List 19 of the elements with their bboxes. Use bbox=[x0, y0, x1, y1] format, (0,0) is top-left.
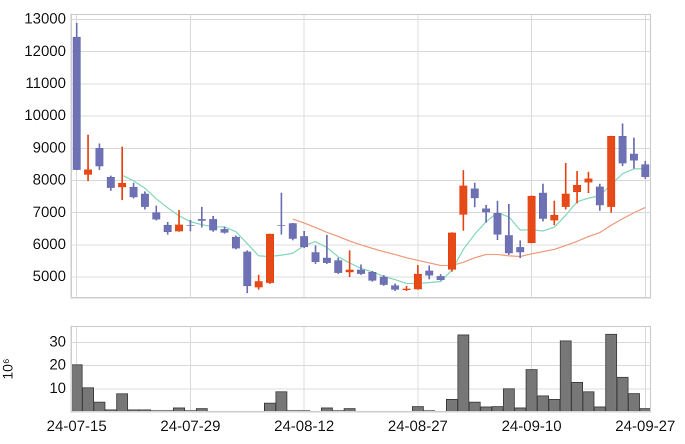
x-tick-label: 24-09-27 bbox=[615, 418, 676, 436]
y-tick-label: 30 bbox=[49, 333, 66, 350]
y-tick-label: 20 bbox=[49, 356, 66, 374]
x-tick-label: 24-07-29 bbox=[160, 418, 220, 436]
y-tick-label: 7000 bbox=[32, 204, 66, 221]
y-axis-title: 10⁶ bbox=[0, 358, 16, 380]
x-tick-label: 24-09-10 bbox=[502, 418, 562, 436]
y-tick-label: 6000 bbox=[32, 236, 66, 254]
x-tick-label: 24-08-12 bbox=[274, 418, 334, 436]
x-tick-label: 24-07-15 bbox=[46, 418, 107, 436]
y-tick-label: 5000 bbox=[32, 268, 66, 286]
y-tick-label: 10 bbox=[49, 380, 66, 397]
y-tick-label: 13000 bbox=[24, 10, 66, 28]
y-tick-label: 10000 bbox=[24, 107, 66, 124]
y-tick-label: 8000 bbox=[32, 172, 66, 189]
x-tick-label: 24-08-27 bbox=[388, 418, 448, 436]
y-tick-label: 11000 bbox=[25, 75, 66, 92]
y-tick-label: 9000 bbox=[32, 139, 66, 156]
y-tick-label: 12000 bbox=[24, 42, 66, 60]
